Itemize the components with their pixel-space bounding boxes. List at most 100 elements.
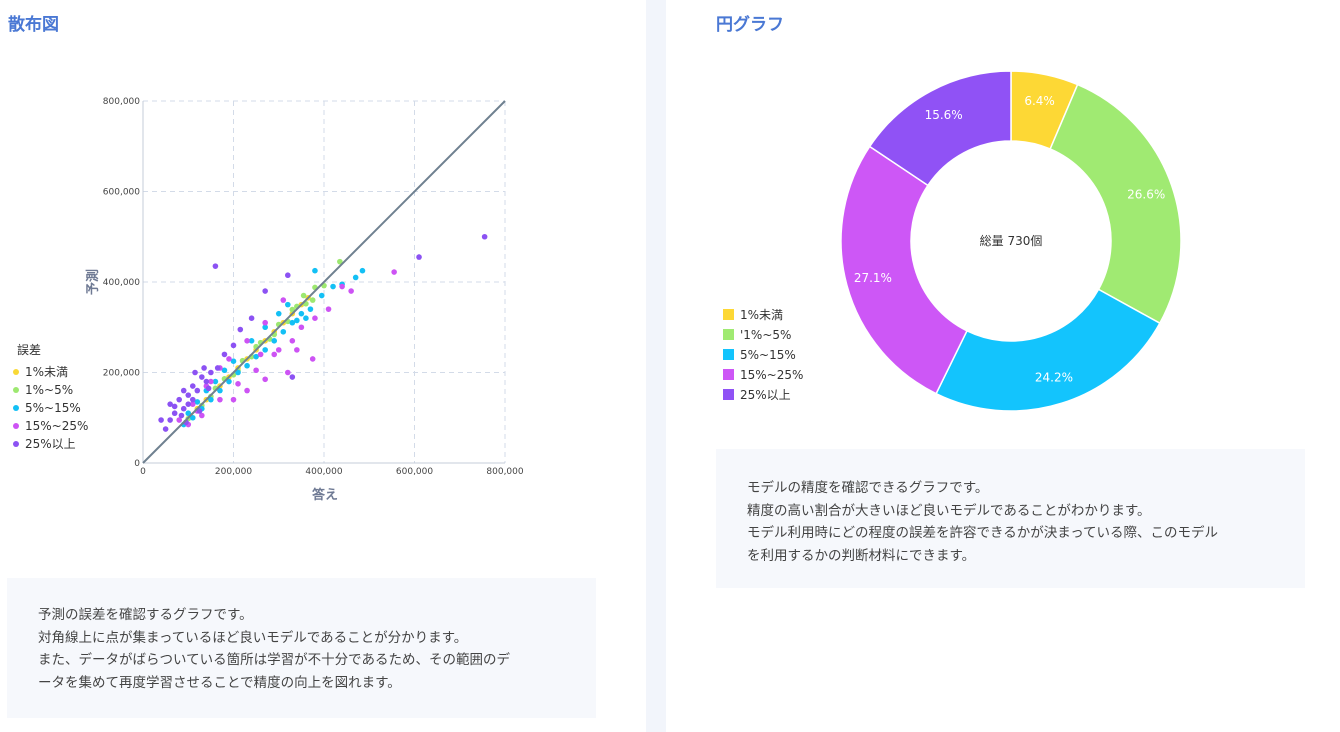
scatter-point bbox=[205, 385, 212, 392]
scatter-point bbox=[244, 362, 250, 369]
scatter-point bbox=[294, 347, 300, 353]
scatter-point bbox=[262, 288, 268, 294]
donut-legend: 1%未満 '1%~5% 5%~15% 15%~25% 25%以上 bbox=[723, 308, 803, 402]
scatter-axes: 00 200,000 200,000 400,000 400,000 600,000 600… bbox=[103, 97, 524, 477]
scatter-point bbox=[221, 367, 228, 374]
scatter-point bbox=[212, 378, 219, 385]
scatter-point bbox=[214, 365, 221, 371]
pie-panel: 円グラフ 6.4% 26.6% 24.2% 27.1% 15.6% 総量 730個 1%… bbox=[666, 0, 1340, 732]
donut-legend-swatch bbox=[723, 309, 734, 320]
donut-slice-label: 15.6% bbox=[925, 108, 963, 122]
scatter-point bbox=[194, 399, 201, 405]
scatter-point bbox=[244, 387, 250, 394]
donut-slice-label: 27.1% bbox=[854, 271, 892, 285]
scatter-point bbox=[248, 338, 255, 344]
scatter-point bbox=[307, 306, 314, 312]
scatter-point bbox=[339, 283, 345, 290]
scatter-point bbox=[285, 369, 291, 376]
scatter-point bbox=[303, 315, 309, 322]
x-tick-label: 0 bbox=[140, 467, 146, 477]
scatter-point bbox=[271, 338, 278, 344]
scatter-point bbox=[230, 396, 237, 403]
scatter-point bbox=[176, 417, 182, 423]
scatter-chart: 00 200,000 200,000 400,000 400,000 600,000 600… bbox=[13, 97, 524, 503]
description-line: モデル利用時にどの程度の誤差を許容できるかが決まっている際、このモデル bbox=[747, 525, 1219, 541]
scatter-legend-marker bbox=[13, 387, 19, 393]
scatter-point bbox=[235, 381, 241, 387]
scatter-point bbox=[309, 356, 316, 362]
scatter-legend-marker bbox=[13, 441, 19, 447]
scatter-description: 予測の誤差を確認するグラフです。 対角線上に点が集まっているほど良いモデルである… bbox=[7, 578, 596, 718]
scatter-point bbox=[194, 387, 201, 394]
scatter-point bbox=[262, 376, 268, 383]
scatter-point bbox=[309, 297, 316, 303]
scatter-point bbox=[352, 274, 359, 281]
donut-legend-swatch bbox=[723, 389, 734, 400]
y-tick-label: 600,000 bbox=[103, 188, 140, 198]
donut-legend-label: 5%~15% bbox=[740, 348, 796, 362]
scatter-point bbox=[330, 283, 336, 290]
scatter-point bbox=[237, 326, 244, 333]
y-tick-label: 0 bbox=[134, 459, 140, 469]
scatter-points bbox=[158, 233, 488, 432]
scatter-point bbox=[185, 410, 192, 417]
donut-slice bbox=[840, 145, 968, 395]
scatter-point bbox=[217, 387, 223, 394]
x-tick-label: 800,000 bbox=[486, 467, 523, 477]
y-tick-label: 400,000 bbox=[103, 278, 140, 288]
scatter-point bbox=[257, 351, 264, 358]
scatter-point bbox=[171, 410, 178, 417]
description-line: ータを集めて再度学習させることで精度の向上を図れます。 bbox=[38, 674, 401, 691]
scatter-point bbox=[167, 401, 173, 407]
scatter-legend-label: 25%以上 bbox=[25, 437, 76, 451]
scatter-point bbox=[180, 387, 187, 394]
scatter-point bbox=[312, 315, 318, 322]
scatter-point bbox=[217, 396, 223, 403]
donut-center-total: 総量 730個 bbox=[980, 234, 1043, 248]
scatter-point bbox=[285, 272, 291, 279]
scatter-point bbox=[280, 297, 287, 303]
scatter-point bbox=[208, 396, 214, 403]
scatter-point bbox=[325, 306, 332, 312]
scatter-point bbox=[348, 288, 354, 294]
x-axis-label: 答え bbox=[312, 487, 338, 503]
scatter-point bbox=[244, 338, 250, 344]
scatter-point bbox=[185, 401, 192, 407]
donut-legend-swatch bbox=[723, 349, 734, 360]
scatter-legend-marker bbox=[13, 423, 19, 429]
donut-legend-label: 1%未満 bbox=[740, 308, 783, 322]
donut-slice-label: 26.6% bbox=[1127, 187, 1165, 201]
scatter-point bbox=[312, 267, 318, 274]
y-tick-label: 800,000 bbox=[103, 97, 140, 107]
scatter-point bbox=[481, 233, 488, 240]
scatter-point bbox=[294, 317, 300, 324]
scatter-point bbox=[300, 292, 307, 299]
diagonal-reference-line bbox=[142, 100, 506, 464]
scatter-point bbox=[171, 403, 178, 410]
donut-slice bbox=[1049, 83, 1182, 325]
scatter-point bbox=[199, 374, 205, 380]
scatter-point bbox=[298, 324, 305, 331]
scatter-legend-label: 5%~15% bbox=[25, 401, 81, 415]
scatter-point bbox=[318, 292, 325, 299]
description-line: 予測の誤差を確認するグラフです。 bbox=[38, 607, 253, 623]
scatter-point bbox=[178, 412, 185, 419]
scatter-point bbox=[185, 392, 192, 398]
scatter-point bbox=[271, 351, 278, 358]
scatter-point bbox=[262, 347, 268, 353]
donut-legend-swatch bbox=[723, 369, 734, 380]
scatter-point bbox=[275, 310, 282, 317]
description-line: を利用するかの判断材料にできます。 bbox=[747, 547, 976, 564]
scatter-point bbox=[262, 319, 268, 326]
donut-slice-label: 6.4% bbox=[1024, 94, 1055, 108]
scatter-point bbox=[226, 356, 232, 362]
donut-slice-labels: 6.4% 26.6% 24.2% 27.1% 15.6% bbox=[854, 94, 1165, 385]
scatter-point bbox=[298, 310, 305, 317]
scatter-legend-marker bbox=[13, 405, 19, 411]
donut-slice bbox=[935, 288, 1161, 412]
donut-slices bbox=[840, 70, 1182, 412]
scatter-point bbox=[337, 258, 343, 265]
scatter-legend-label: 1%~5% bbox=[25, 383, 73, 397]
scatter-point bbox=[196, 408, 203, 414]
scatter-point bbox=[208, 369, 214, 376]
